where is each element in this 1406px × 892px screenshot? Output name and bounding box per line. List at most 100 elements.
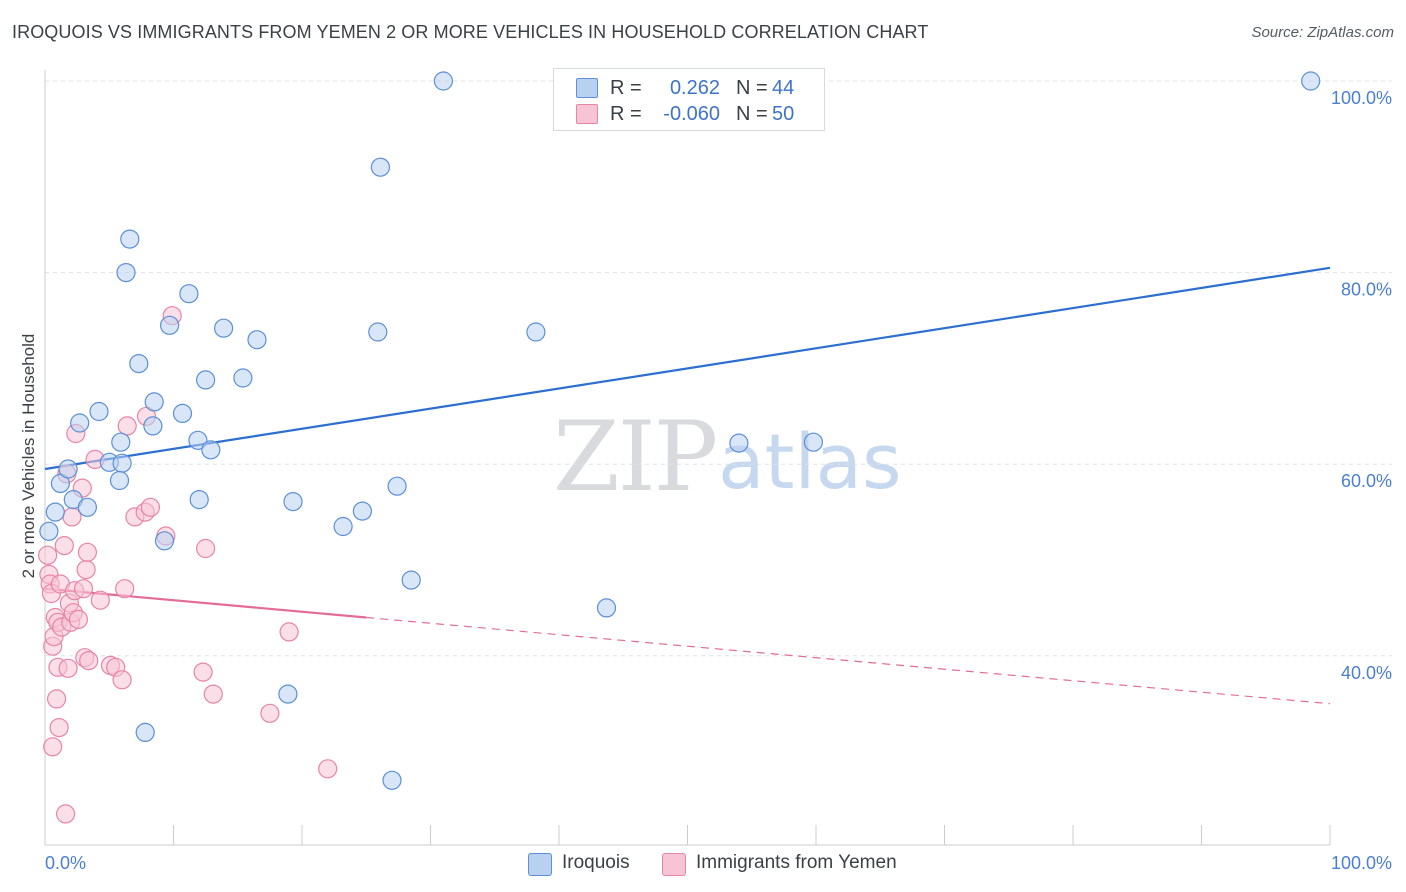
point-iroquois <box>214 318 234 338</box>
source-credit: Source: ZipAtlas.com <box>1251 24 1394 41</box>
point-iroquois <box>129 354 149 374</box>
point-iroquois <box>368 322 388 342</box>
point-yemen <box>76 559 96 580</box>
y-axis-title: 2 or more Vehicles in Household <box>19 334 38 579</box>
point-iroquois <box>370 157 390 177</box>
point-yemen <box>318 759 338 779</box>
y-tick-label: 80.0% <box>1341 280 1392 300</box>
point-yemen <box>260 703 280 723</box>
legend-n-value: 44 <box>772 77 795 99</box>
point-iroquois <box>116 263 136 283</box>
trend-line-dashed <box>366 616 1331 705</box>
watermark-zip: ZIP <box>553 401 716 513</box>
point-iroquois <box>333 516 353 537</box>
point-yemen <box>58 658 78 678</box>
point-yemen <box>115 579 135 599</box>
point-yemen <box>279 622 299 642</box>
point-iroquois <box>112 453 132 473</box>
legend-r-label: R = <box>610 77 642 99</box>
point-iroquois <box>352 501 372 521</box>
point-iroquois <box>596 598 617 618</box>
point-yemen <box>77 542 98 562</box>
point-yemen <box>112 670 132 690</box>
point-iroquois <box>189 490 209 510</box>
x-tick-label: 100.0% <box>1331 853 1392 873</box>
y-tick-label: 40.0% <box>1341 663 1392 683</box>
point-iroquois <box>70 413 90 433</box>
bottom-legend-label-yemen: Immigrants from Yemen <box>696 852 897 873</box>
point-iroquois <box>382 770 402 790</box>
axes <box>44 70 1331 846</box>
point-iroquois <box>526 322 546 342</box>
stats-legend: R = 0.262 N = 44 R = -0.060 N = 50 <box>553 68 825 131</box>
chart-title: IROQUOIS VS IMMIGRANTS FROM YEMEN 2 OR M… <box>12 22 929 42</box>
bottom-legend-swatch-iroquois <box>528 853 552 876</box>
point-iroquois <box>729 433 749 453</box>
point-yemen <box>117 416 137 436</box>
point-iroquois <box>160 315 180 335</box>
point-yemen <box>43 737 63 757</box>
legend-n-label: N = <box>736 103 768 125</box>
point-iroquois <box>120 229 140 249</box>
point-iroquois <box>233 368 253 388</box>
point-iroquois <box>45 502 65 522</box>
bottom-legend-swatch-yemen <box>662 853 686 876</box>
point-iroquois <box>387 476 407 496</box>
point-iroquois <box>196 370 216 390</box>
point-iroquois <box>143 416 163 436</box>
point-yemen <box>73 579 94 599</box>
points-iroquois <box>39 71 1321 790</box>
point-iroquois <box>144 392 164 412</box>
trend-line-solid <box>44 266 1331 471</box>
point-iroquois <box>154 531 175 551</box>
legend-n-label: N = <box>736 77 768 99</box>
point-iroquois <box>89 401 109 422</box>
y-tick-label: 60.0% <box>1341 471 1392 491</box>
point-iroquois <box>803 432 824 452</box>
legend-r-value: -0.060 <box>663 103 720 125</box>
point-yemen <box>90 590 110 610</box>
point-iroquois <box>278 684 298 704</box>
legend-n-value: 50 <box>772 103 795 125</box>
point-iroquois <box>433 71 453 91</box>
x-tick-label: 0.0% <box>45 853 86 873</box>
point-yemen <box>46 689 67 709</box>
point-yemen <box>49 717 69 738</box>
point-yemen <box>54 535 74 556</box>
gridlines <box>45 80 1392 657</box>
point-yemen <box>196 538 216 559</box>
point-yemen <box>203 684 223 704</box>
point-iroquois <box>39 521 59 541</box>
watermark-atlas: atlas <box>718 417 902 506</box>
point-yemen <box>79 650 99 671</box>
point-iroquois <box>201 440 221 460</box>
point-yemen <box>140 497 160 517</box>
point-iroquois <box>1301 71 1321 91</box>
legend-swatch-yemen <box>576 104 598 124</box>
point-yemen <box>55 804 76 824</box>
point-yemen <box>193 662 213 682</box>
legend-swatch-iroquois <box>576 78 598 98</box>
point-iroquois <box>172 403 193 423</box>
point-iroquois <box>179 284 199 304</box>
tick-labels: 100.0% 80.0% 60.0% 40.0% 0.0% 100.0% <box>45 88 1392 873</box>
legend-r-label: R = <box>610 103 642 125</box>
point-iroquois <box>401 570 421 590</box>
legend-r-value: 0.262 <box>669 77 720 99</box>
point-iroquois <box>58 459 78 479</box>
point-iroquois <box>135 722 155 743</box>
point-iroquois <box>188 430 208 450</box>
point-iroquois <box>247 330 267 350</box>
y-tick-label: 100.0% <box>1331 88 1392 108</box>
point-yemen <box>62 507 82 527</box>
point-iroquois <box>77 497 98 517</box>
point-yemen <box>68 609 89 630</box>
point-iroquois <box>109 470 130 491</box>
point-yemen <box>37 545 58 565</box>
point-iroquois <box>111 432 131 452</box>
points-immigrants-from-yemen <box>37 306 338 824</box>
watermark: ZIP atlas <box>553 401 902 513</box>
bottom-legend-label-iroquois: Iroquois <box>562 852 630 873</box>
point-iroquois <box>283 492 303 512</box>
